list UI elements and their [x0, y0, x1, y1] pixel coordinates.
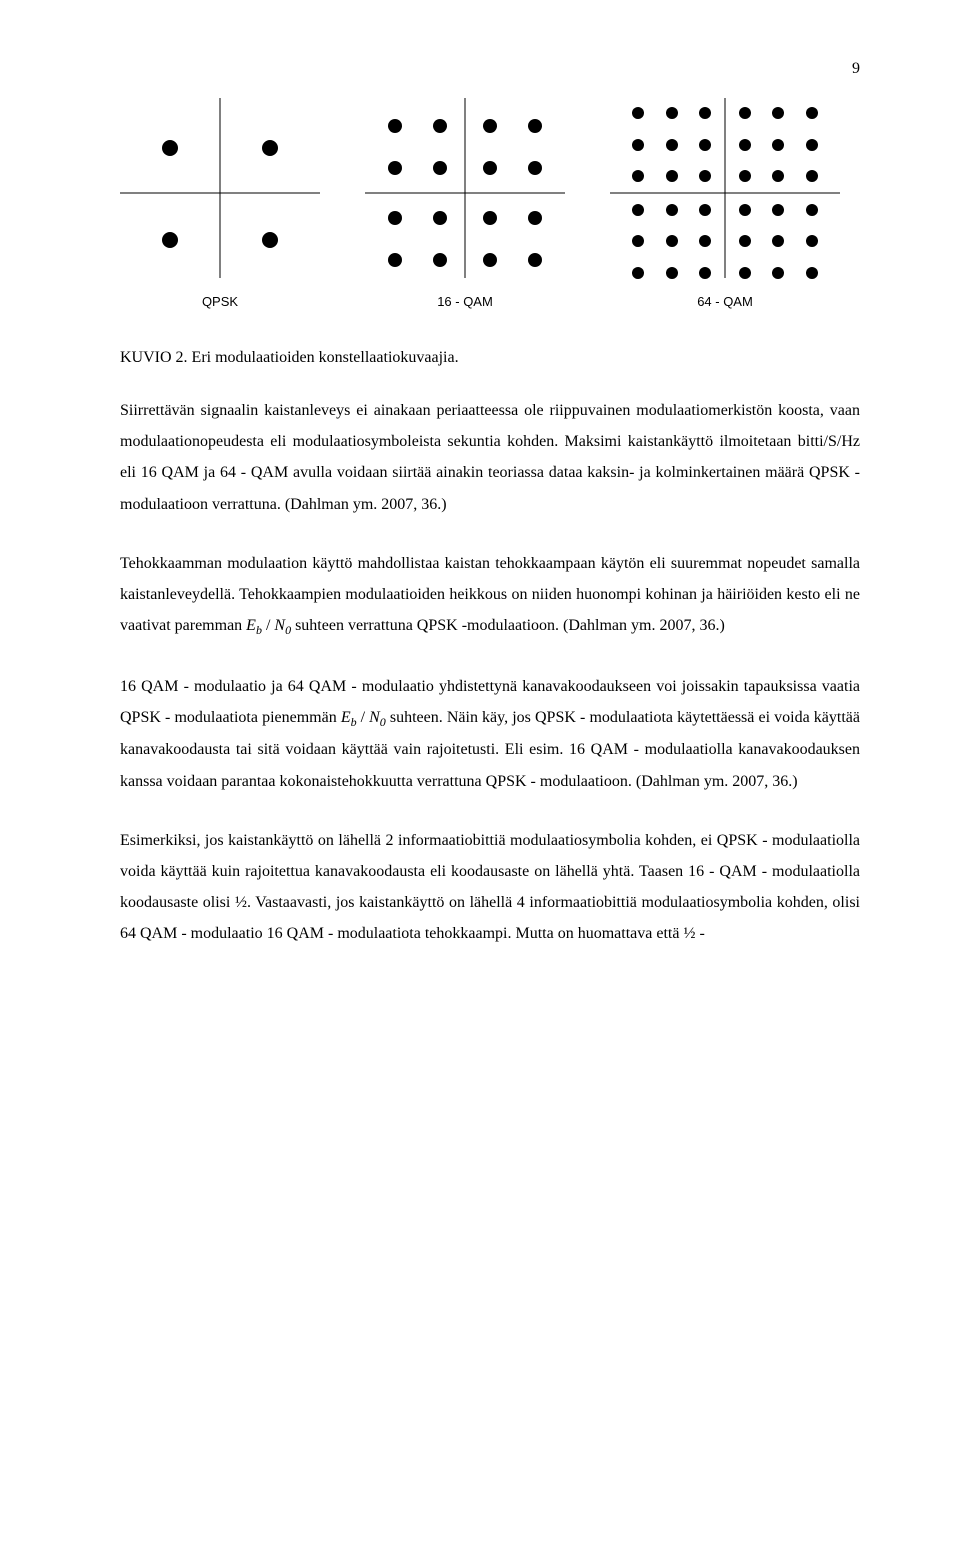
- diagram-16qam: 16 - QAM: [365, 98, 565, 309]
- paragraph-1: Siirrettävän signaalin kaistanleveys ei …: [120, 395, 860, 520]
- qpsk-label: QPSK: [202, 294, 238, 309]
- formula-eb-n0-1: Eb / N0: [246, 610, 291, 643]
- paragraph-3: 16 QAM - modulaatio ja 64 QAM - modulaat…: [120, 671, 860, 797]
- diagram-qpsk: QPSK: [120, 98, 320, 309]
- diagram-64qam: 64 - QAM: [610, 98, 840, 309]
- qpsk-svg: [120, 98, 320, 288]
- figure-caption: KUVIO 2. Eri modulaatioiden konstellaati…: [120, 349, 860, 367]
- qam64-label: 64 - QAM: [697, 294, 753, 309]
- page-number: 9: [120, 60, 860, 78]
- paragraph-2: Tehokkaamman modulaation käyttö mahdolli…: [120, 548, 860, 643]
- p2-text-b: suhteen verrattuna QPSK -modulaatioon. (…: [291, 617, 725, 634]
- formula-eb-n0-2: Eb / N0: [341, 702, 386, 735]
- constellation-diagrams: QPSK 16 - QAM: [120, 98, 860, 309]
- paragraph-4: Esimerkiksi, jos kaistankäyttö on lähell…: [120, 825, 860, 950]
- qam16-svg: [365, 98, 565, 288]
- qam16-label: 16 - QAM: [437, 294, 493, 309]
- qam64-svg: [610, 98, 840, 288]
